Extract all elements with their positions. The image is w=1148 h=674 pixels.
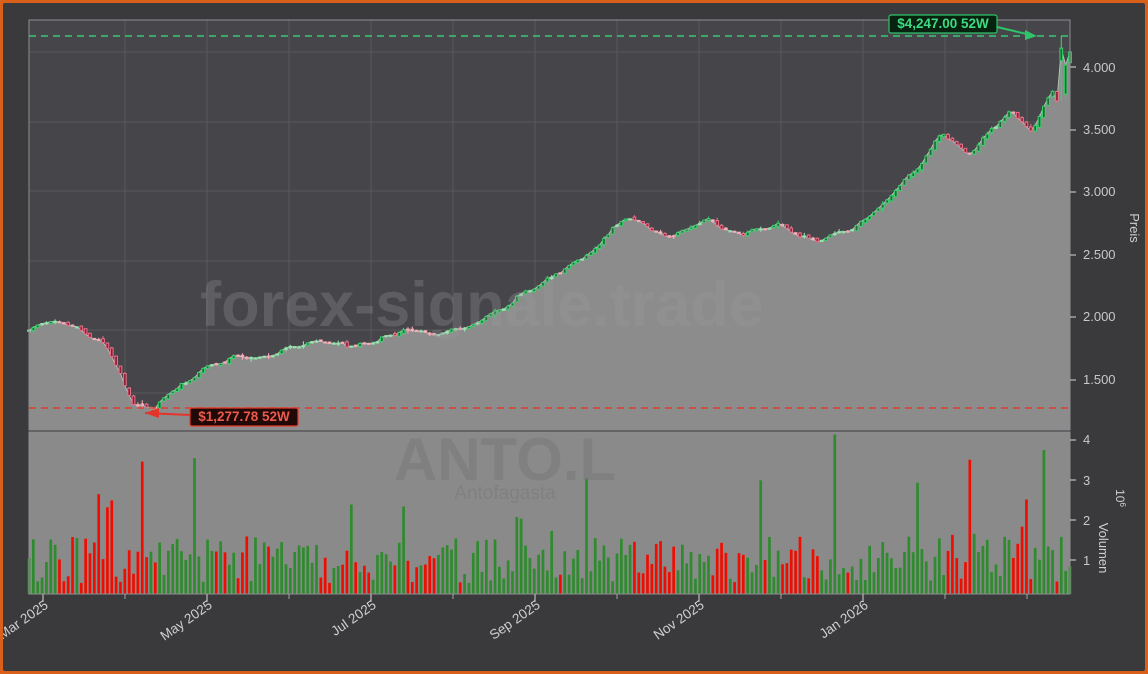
- svg-text:Preis: Preis: [1127, 213, 1142, 243]
- svg-text:Volumen: Volumen: [1096, 523, 1111, 574]
- svg-text:4: 4: [1083, 432, 1090, 447]
- svg-text:Antofagasta: Antofagasta: [454, 483, 556, 504]
- svg-text:$1,277.78 52W: $1,277.78 52W: [198, 409, 290, 424]
- svg-text:4.000: 4.000: [1083, 60, 1116, 75]
- svg-text:3.000: 3.000: [1083, 184, 1116, 199]
- svg-text:2.000: 2.000: [1083, 309, 1116, 324]
- svg-text:$4,247.00 52W: $4,247.00 52W: [897, 16, 989, 31]
- svg-text:Jul 2025: Jul 2025: [328, 597, 378, 639]
- svg-text:May 2025: May 2025: [158, 597, 215, 643]
- svg-text:Mar 2025: Mar 2025: [3, 597, 51, 642]
- svg-text:forex-signale.trade: forex-signale.trade: [200, 270, 764, 340]
- svg-text:Jan 2026: Jan 2026: [817, 597, 871, 641]
- svg-text:Nov 2025: Nov 2025: [651, 597, 707, 642]
- svg-text:106: 106: [1113, 489, 1127, 507]
- svg-text:3.500: 3.500: [1083, 122, 1116, 137]
- svg-text:1: 1: [1083, 553, 1090, 568]
- svg-text:Sep 2025: Sep 2025: [487, 597, 543, 642]
- svg-text:2.500: 2.500: [1083, 247, 1116, 262]
- svg-text:2: 2: [1083, 513, 1090, 528]
- svg-text:3: 3: [1083, 473, 1090, 488]
- svg-text:1.500: 1.500: [1083, 372, 1116, 387]
